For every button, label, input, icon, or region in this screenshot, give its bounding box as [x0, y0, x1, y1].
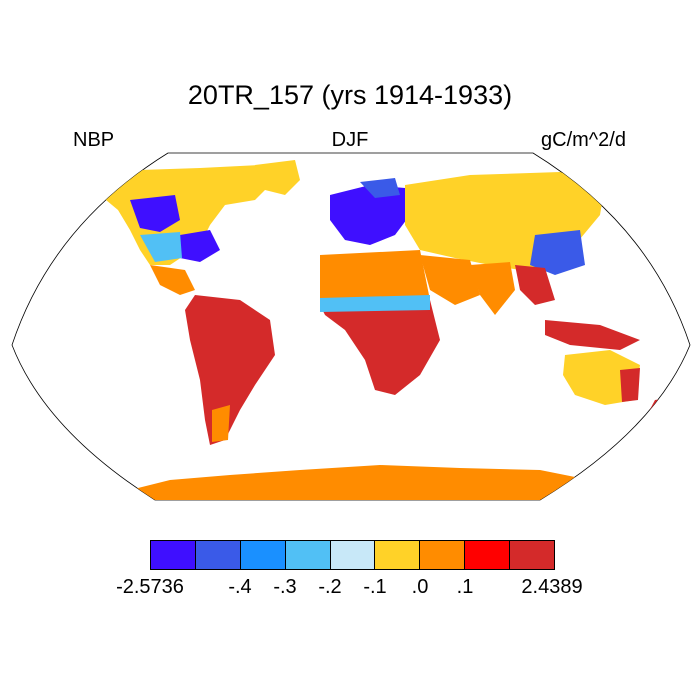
colorbar-swatch	[285, 541, 331, 569]
australia-east	[620, 368, 640, 402]
colorbar-tick-label: .1	[456, 576, 474, 598]
colorbar-swatch	[465, 541, 511, 569]
colorbar	[150, 540, 555, 570]
colorbar-tick-label: 2.4389	[521, 576, 583, 598]
colorbar-swatch	[195, 541, 241, 569]
north-america	[95, 165, 275, 265]
indonesia	[545, 320, 640, 350]
se-asia	[515, 265, 555, 305]
south-america	[185, 295, 275, 445]
africa-south	[320, 300, 440, 395]
colorbar-tick-label: -.2	[318, 576, 342, 598]
india	[470, 262, 515, 315]
middle-east	[420, 255, 480, 305]
patagonia	[212, 405, 230, 442]
colorbar-swatch	[330, 541, 376, 569]
us-mid	[140, 232, 182, 262]
china-east	[530, 230, 585, 275]
mexico	[150, 265, 195, 295]
colorbar-tick-label: -.4	[228, 576, 252, 598]
variable-label: NBP	[73, 129, 115, 151]
colorbar-tick-label: -2.5736	[116, 576, 184, 598]
plot-title: 20TR_157 (yrs 1914-1933)	[187, 80, 513, 110]
colorbar-tick-label: -.3	[273, 576, 297, 598]
colorbar-swatch	[420, 541, 466, 569]
colorbar-swatch	[151, 541, 196, 569]
colorbar-tick-label: .0	[411, 576, 429, 598]
africa-north	[320, 250, 430, 305]
season-label: DJF	[331, 129, 369, 151]
colorbar-swatch	[240, 541, 286, 569]
sahel	[320, 295, 430, 312]
scandinavia	[360, 178, 400, 198]
europe	[330, 185, 410, 245]
antarctica	[125, 465, 580, 500]
australia	[563, 350, 640, 405]
colorbar-swatch	[375, 541, 421, 569]
units-label: gC/m^2/d	[541, 129, 626, 151]
colorbar-swatch	[510, 541, 555, 569]
canada-west	[130, 195, 180, 232]
colorbar-tick-label: -.1	[363, 576, 387, 598]
greenland	[255, 160, 300, 195]
us-east	[180, 230, 220, 262]
